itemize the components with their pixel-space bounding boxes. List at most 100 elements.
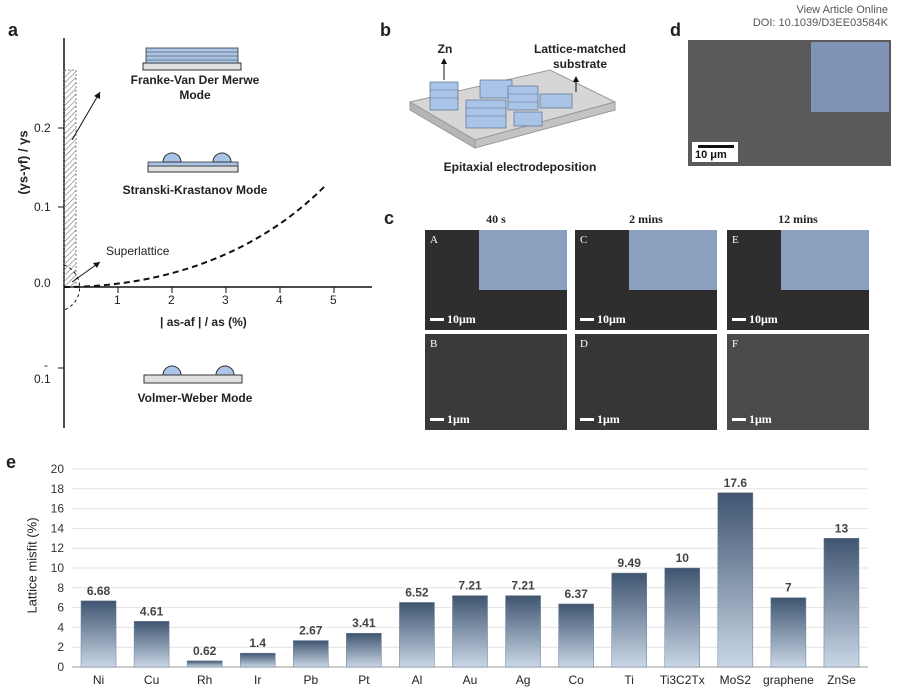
- bar-graphene: [770, 597, 807, 668]
- substrate-label: Lattice-matched substrate: [533, 42, 627, 71]
- panel-letter-a: a: [8, 20, 19, 40]
- superlattice-arc: [63, 264, 81, 311]
- category-label: ZnSe: [827, 673, 856, 687]
- time-header-40s: 40 s: [486, 212, 506, 226]
- chart-labels: 0 2 4 6 8 10 12 14 16 18 20 6.68 Ni 4.61 Cu 0.62 Rh 1.4 Ir…: [51, 462, 856, 687]
- x-tick-3: 3: [222, 293, 229, 307]
- time-header-2min: 2 mins: [629, 212, 663, 226]
- category-label: Ti: [624, 673, 634, 687]
- bar-Pb: [293, 640, 329, 668]
- value-label: 4.61: [140, 604, 164, 618]
- y-tick-label: 14: [51, 521, 65, 535]
- category-label: Au: [463, 673, 478, 687]
- y-tick-label: 4: [57, 620, 64, 634]
- sem-inset-d: [811, 42, 889, 112]
- value-label: 6.37: [564, 587, 588, 601]
- y-tick-label: 10: [51, 561, 65, 575]
- vw-mode-label: Volmer-Weber Mode: [137, 391, 253, 405]
- scale-bar-b: [430, 418, 444, 421]
- epitaxy-illustration: [408, 58, 617, 149]
- category-label: Ir: [254, 673, 261, 687]
- category-label: Cu: [144, 673, 159, 687]
- y-tick-label: 8: [57, 581, 64, 595]
- sem-corner-f: F: [732, 338, 739, 350]
- x-axis-title: | as-af | / as (%): [160, 315, 247, 329]
- sk-island-illustration: [147, 152, 239, 173]
- scale-bar-d-small: [580, 418, 594, 421]
- category-label: MoS2: [720, 673, 752, 687]
- chart-y-axis-title: Lattice misfit (%): [24, 517, 40, 614]
- sem-corner-a: A: [430, 234, 438, 246]
- bar-Ti: [611, 572, 647, 668]
- bar-Al: [399, 602, 435, 668]
- sem-inset-e: [781, 230, 869, 290]
- value-label: 9.49: [618, 556, 642, 570]
- y-tick-label: 20: [51, 462, 65, 476]
- sem-inset-c: [629, 230, 717, 290]
- category-label: Ni: [93, 673, 104, 687]
- hatched-region: [63, 69, 77, 288]
- category-label: Rh: [197, 673, 212, 687]
- superlattice-label: Superlattice: [106, 244, 170, 258]
- view-online-link[interactable]: View Article Online: [796, 4, 888, 16]
- sem-image-b: B 1μm: [425, 334, 567, 430]
- sk-mode-label: Stranski-Krastanov Mode: [122, 183, 268, 197]
- scale-bar-f: [732, 418, 746, 421]
- fvdm-mode-label: Franke-Van Der Merwe Mode: [130, 73, 260, 102]
- y-tick-label: 16: [51, 502, 65, 516]
- category-label: Pt: [358, 673, 370, 687]
- panel-letter-d: d: [670, 20, 681, 40]
- chart-bars: [80, 492, 860, 668]
- scale-label-f: 1μm: [749, 412, 772, 426]
- sem-corner-d: D: [580, 338, 588, 350]
- scale-bar-d: [698, 145, 734, 148]
- value-label: 13: [835, 521, 849, 535]
- sem-image-c: C 10μm: [575, 230, 717, 330]
- category-label: Co: [568, 673, 584, 687]
- scale-bar-a: [430, 318, 444, 321]
- panel-letter-e: e: [6, 452, 17, 472]
- sem-image-e: E 10μm: [727, 230, 869, 330]
- sem-corner-c: C: [580, 234, 588, 246]
- fvdm-layer-illustration: [142, 47, 242, 71]
- x-tick-4: 4: [276, 293, 283, 307]
- value-label: 6.52: [405, 585, 429, 599]
- value-label: 2.67: [299, 624, 323, 638]
- bar-Rh: [186, 660, 223, 668]
- sem-image-d-small: D 1μm: [575, 334, 717, 430]
- category-label: Ag: [516, 673, 531, 687]
- scale-label-a: 10μm: [447, 312, 476, 326]
- category-label: graphene: [763, 673, 814, 687]
- y-tick-label: 2: [57, 640, 64, 654]
- vw-island-illustration: [143, 365, 243, 384]
- scale-label-c: 10μm: [597, 312, 626, 326]
- sem-image-a: A 10μm: [425, 230, 567, 330]
- value-label: 6.68: [87, 584, 111, 598]
- category-label: Al: [412, 673, 423, 687]
- bar-Ir: [239, 652, 276, 668]
- time-header-12min: 12 mins: [778, 212, 818, 226]
- misfit-curve: [63, 184, 327, 288]
- category-label: Pb: [303, 673, 318, 687]
- scale-bar-e: [732, 318, 746, 321]
- scale-label-e: 10μm: [749, 312, 778, 326]
- scale-bar-c: [580, 318, 594, 321]
- doi-text: DOI: 10.1039/D3EE03584K: [752, 17, 888, 29]
- y-tick-label: 12: [51, 541, 65, 555]
- value-label: 10: [676, 551, 690, 565]
- y-tick-label: 6: [57, 601, 64, 615]
- value-label: 7.21: [458, 579, 482, 593]
- value-label: 1.4: [249, 636, 266, 650]
- panel-letter-c: c: [384, 208, 395, 228]
- bar-MoS2: [717, 492, 754, 668]
- zn-label: Zn: [437, 42, 453, 56]
- sem-image-f: F 1μm: [727, 334, 869, 430]
- sem-inset-a: [479, 230, 567, 290]
- sem-image-d: 10 μm: [688, 40, 891, 166]
- sem-corner-e: E: [732, 234, 739, 246]
- bar-Cu: [133, 621, 170, 668]
- x-tick-1: 1: [114, 293, 121, 307]
- y-tick-0.2: 0.2: [34, 121, 51, 135]
- value-label: 3.41: [352, 616, 376, 630]
- y-tick-neg0.1: 0.1: [34, 372, 51, 386]
